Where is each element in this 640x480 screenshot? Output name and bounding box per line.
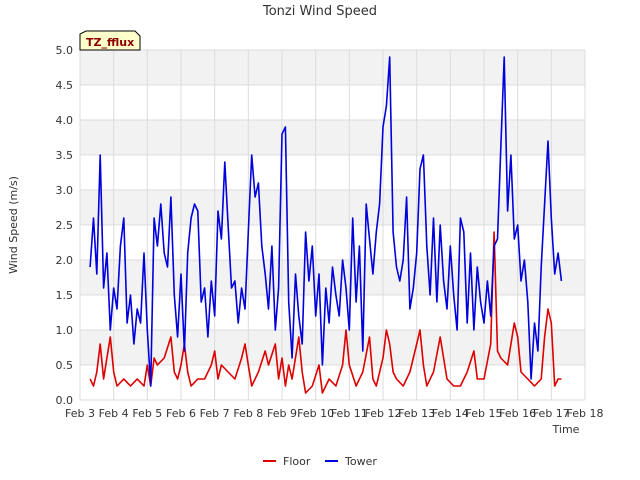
x-tick-label: Feb 9 <box>267 407 297 420</box>
legend-label-tower: Tower <box>344 455 377 468</box>
background-band <box>80 190 585 225</box>
legend-label-floor: Floor <box>283 455 311 468</box>
y-tick-label: 1.0 <box>56 324 74 337</box>
x-tick-label: Feb 4 <box>99 407 129 420</box>
legend: Floor Tower <box>263 455 377 468</box>
y-tick-label: 2.0 <box>56 254 74 267</box>
badge: TZ_fflux <box>79 30 141 51</box>
x-tick-label: Feb 5 <box>132 407 162 420</box>
y-tick-label: 5.0 <box>56 44 74 57</box>
y-axis-ticks: 0.0 0.5 1.0 1.5 2.0 2.5 3.0 3.5 4.0 4.5 5.0 <box>56 44 74 407</box>
x-tick-label: Feb 14 <box>432 407 469 420</box>
background-band <box>80 120 585 155</box>
x-tick-label: Feb 15 <box>466 407 503 420</box>
background-band <box>80 85 585 120</box>
x-tick-label: Feb 7 <box>200 407 230 420</box>
y-tick-label: 3.0 <box>56 184 74 197</box>
y-tick-label: 3.5 <box>56 149 74 162</box>
y-tick-label: 2.5 <box>56 219 74 232</box>
y-axis-label: Wind Speed (m/s) <box>7 176 20 274</box>
x-tick-label: Feb 18 <box>567 407 604 420</box>
series-lines <box>89 56 563 394</box>
x-tick-label: Feb 13 <box>398 407 435 420</box>
x-tick-label: Feb 17 <box>533 407 570 420</box>
background-band <box>80 295 585 330</box>
badge-label: TZ_fflux <box>86 36 134 49</box>
series-line-tower <box>89 56 563 387</box>
y-tick-label: 0.0 <box>56 394 74 407</box>
y-tick-label: 4.0 <box>56 114 74 127</box>
x-tick-label: Feb 3 <box>65 407 95 420</box>
y-tick-label: 0.5 <box>56 359 74 372</box>
x-tick-label: Feb 6 <box>166 407 196 420</box>
series-line-floor <box>89 231 562 394</box>
x-tick-label: Feb 10 <box>297 407 334 420</box>
x-tick-label: Feb 11 <box>331 407 368 420</box>
x-axis-label: Time <box>552 423 580 436</box>
x-tick-label: Feb 12 <box>365 407 402 420</box>
y-tick-label: 4.5 <box>56 79 74 92</box>
chart-title: Tonzi Wind Speed <box>262 4 377 19</box>
x-tick-label: Feb 8 <box>233 407 263 420</box>
background-band <box>80 50 585 85</box>
y-tick-label: 1.5 <box>56 289 74 302</box>
badge-box <box>79 30 141 51</box>
x-axis-ticks: Feb 3 Feb 4 Feb 5 Feb 6 Feb 7 Feb 8 Feb 9 Feb 1… <box>65 407 603 420</box>
x-tick-label: Feb 16 <box>499 407 536 420</box>
